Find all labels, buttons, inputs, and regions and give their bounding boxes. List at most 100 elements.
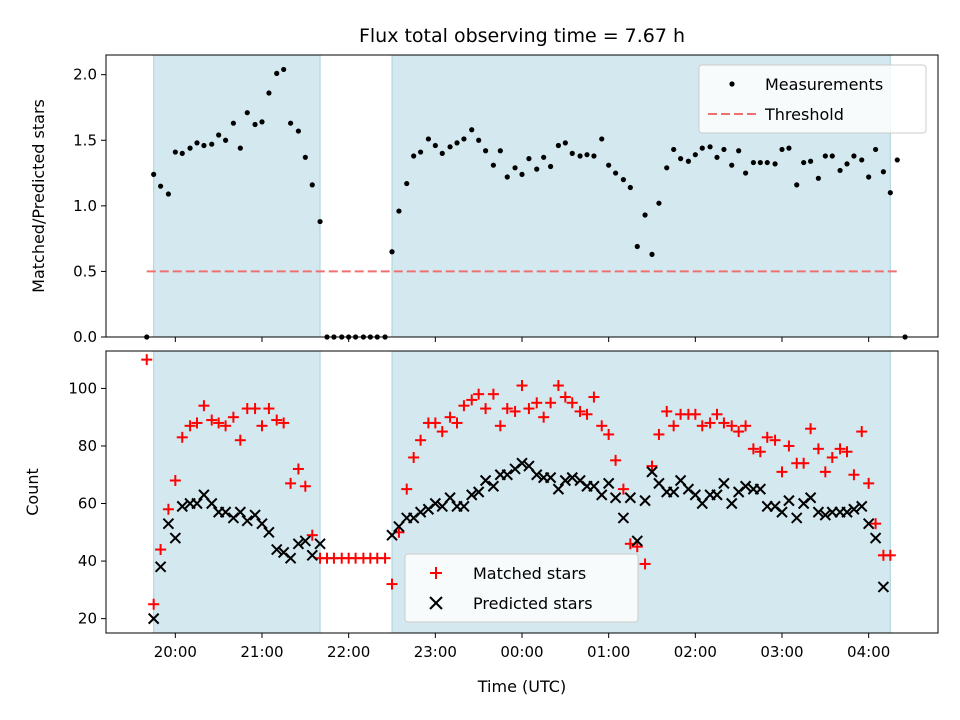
measurement-point: [179, 150, 185, 156]
matched-star-point: [761, 431, 773, 443]
predicted-star-point: [386, 529, 398, 541]
matched-star-point: [559, 391, 571, 403]
bottom-y-axis-label: Count: [23, 468, 42, 516]
measurement-point: [692, 152, 698, 158]
predicted-star-point: [624, 492, 637, 504]
matched-star-point: [711, 408, 723, 420]
predicted-star-point: [414, 506, 427, 518]
top-x-ticks: [174, 337, 870, 342]
predicted-star-point: [256, 517, 268, 530]
measurement-point: [209, 141, 215, 147]
predicted-star-point: [726, 497, 738, 510]
predicted-star-point: [314, 538, 326, 550]
matched-star-point: [415, 434, 427, 446]
matched-star-point: [740, 420, 752, 432]
matched-star-point: [408, 451, 420, 463]
predicted-star-point: [147, 612, 160, 625]
y-tick-label: 2.0: [73, 66, 97, 84]
matched-star-point: [487, 388, 499, 400]
matched-star-point: [206, 414, 218, 426]
measurement-point: [483, 148, 489, 154]
predicted-star-point: [176, 500, 188, 513]
predicted-star-point: [154, 561, 167, 573]
matched-star-point: [473, 388, 485, 400]
measurement-point: [396, 208, 402, 214]
x-tick-label: 01:00: [587, 643, 630, 661]
matched-star-point: [531, 397, 543, 409]
measurement-point: [237, 145, 243, 151]
measurement-point: [230, 120, 236, 126]
measurement-point: [815, 175, 822, 181]
matched-star-point: [617, 483, 629, 495]
predicted-star-point: [191, 497, 203, 510]
y-tick-label: 1.5: [73, 131, 97, 149]
matched-star-point: [256, 420, 268, 432]
measurement-point: [404, 180, 410, 187]
matched-star-point: [704, 417, 716, 429]
measurement-point: [252, 121, 258, 128]
measurement-point: [873, 146, 879, 153]
matched-star-point: [718, 417, 730, 429]
legend-predicted-marker: [429, 596, 443, 610]
predicted-star-point: [631, 535, 643, 547]
matched-star-point: [458, 400, 470, 412]
measurement-point: [627, 184, 633, 191]
matched-star-point: [819, 466, 831, 478]
matched-star-point: [689, 408, 701, 420]
measurement-point: [432, 142, 438, 149]
predicted-star-point: [249, 509, 261, 521]
measurement-point: [504, 174, 510, 180]
legend-threshold-label: Threshold: [764, 105, 844, 124]
top-legend: Measurements Threshold: [698, 64, 927, 134]
predicted-star-point: [602, 477, 615, 490]
measurement-point: [859, 157, 865, 163]
measurement-point: [534, 166, 540, 172]
y-tick-label: 0.0: [73, 328, 97, 346]
measurement-point: [172, 149, 178, 155]
matched-star-point: [653, 428, 665, 440]
matched-star-point: [552, 380, 564, 392]
measurement-point: [794, 182, 800, 188]
measurement-point: [439, 150, 445, 156]
measurement-point: [786, 145, 792, 151]
predicted-star-point: [241, 515, 253, 527]
predicted-star-point: [791, 512, 803, 524]
matched-star-point: [162, 503, 174, 515]
y-tick-label: 60: [78, 495, 97, 513]
measurement-point: [642, 212, 648, 218]
matched-star-point: [783, 440, 795, 452]
measurement-point: [555, 142, 562, 149]
x-tick-label: 20:00: [154, 643, 197, 661]
matched-star-point: [545, 397, 557, 409]
matched-star-point: [798, 457, 810, 469]
measurement-point: [223, 137, 229, 143]
bottom-panel: 20 40 60 80 100 20:00 21:00 22:00 23:00 00:00 01:…: [23, 350, 939, 696]
predicted-star-point: [819, 509, 832, 521]
y-tick-label: 80: [78, 437, 97, 455]
predicted-star-point: [877, 581, 890, 593]
predicted-star-point: [466, 489, 478, 501]
measurement-point: [707, 144, 713, 150]
measurement-point: [476, 137, 482, 143]
measurement-point: [295, 128, 301, 134]
measurement-point: [187, 145, 193, 151]
predicted-star-point: [783, 494, 795, 507]
measurement-point: [274, 70, 280, 76]
measurement-point: [671, 146, 677, 153]
matched-star-point: [596, 420, 608, 432]
y-tick-label: 0.5: [73, 262, 97, 280]
bottom-y-ticks: 20 40 60 80 100: [68, 379, 106, 628]
matched-star-point: [696, 420, 708, 432]
matched-star-point: [661, 405, 673, 417]
matched-star-point: [191, 417, 203, 429]
x-tick-label: 04:00: [847, 643, 890, 661]
predicted-star-point: [776, 506, 788, 518]
measurement-point: [772, 161, 778, 167]
measurement-point: [743, 170, 749, 176]
measurement-point: [736, 148, 742, 154]
matched-star-point: [444, 411, 456, 423]
top-y-ticks: 0.0 0.5 1.0 1.5 2.0: [73, 66, 106, 346]
matched-star-point: [639, 558, 651, 570]
measurement-point: [779, 146, 785, 153]
